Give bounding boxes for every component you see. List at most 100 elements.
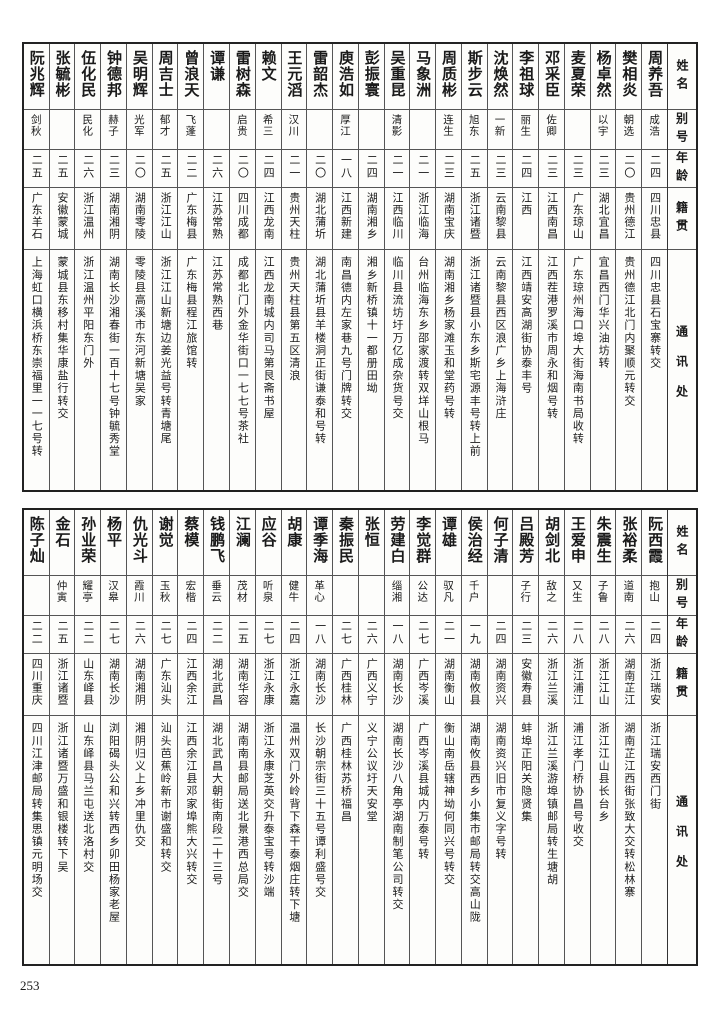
person-alias: 郁才 — [152, 110, 178, 150]
person-age: 二八 — [590, 616, 616, 654]
person-address: 零陵县高溪市东河新塘吴家 — [133, 256, 147, 408]
person-origin: 湖南湘乡 — [358, 188, 384, 250]
person-age: 二七 — [410, 616, 436, 654]
person-origin: 贵州德江 — [616, 188, 642, 250]
person-alias: 抱山 — [642, 576, 667, 616]
person-origin: 江西新建 — [333, 188, 358, 250]
person-name: 仇光斗 — [126, 510, 152, 576]
person-name: 谭谦 — [204, 44, 229, 110]
person-address: 江西茬港罗溪市周永和烟号转 — [545, 256, 559, 420]
person-record: 应谷 听泉 二七 浙江永康 浙江永康芝英交升泰宝号转沙端 — [254, 510, 281, 964]
person-record: 麦夏荣 二三 广东琼山 广东琼州海口埠大街海南书局收转 — [563, 44, 590, 490]
person-age: 二一 — [384, 150, 410, 188]
person-record: 周养吾 成浩 二四 四川忠县 四川忠县石宝寨转交 — [641, 44, 667, 490]
person-origin: 浙江永嘉 — [281, 654, 307, 716]
person-name: 谭季海 — [307, 510, 333, 576]
person-address: 江苏常熟西巷 — [210, 256, 224, 332]
person-name: 钱鹏飞 — [204, 510, 229, 576]
person-name: 吕殿芳 — [513, 510, 539, 576]
person-alias — [358, 576, 384, 616]
person-age: 二三 — [590, 150, 616, 188]
person-origin: 浙江永康 — [255, 654, 281, 716]
person-name: 杨卓然 — [590, 44, 616, 110]
header-column: 姓名 别号 年龄 籍贯 通讯处 — [667, 510, 696, 964]
person-record: 张恒 二六 广西义宁 义宁公议圩天安堂 — [357, 510, 384, 964]
person-address: 广东琼州海口埠大街海南书局收转 — [571, 256, 585, 445]
person-alias: 飞蓬 — [178, 110, 204, 150]
person-record: 劳建白 缁湘 一八 湖南长沙 湖南长沙八角亭湖南制笔公司转交 — [383, 510, 410, 964]
person-origin: 浙江兰溪 — [539, 654, 564, 716]
person-address: 浙江诸暨县小东乡斯宅源丰号转上前 — [468, 256, 482, 458]
person-age: 二一 — [281, 150, 307, 188]
person-address: 成都北门外金华街口一七七号茶社 — [236, 256, 250, 445]
person-record: 王元滔 汉川 二一 贵州天柱 贵州天柱县第五区清浪 — [280, 44, 307, 490]
person-age: 二六 — [616, 616, 642, 654]
person-alias: 宏楷 — [178, 576, 204, 616]
person-record: 谭季海 革心 一八 湖南长沙 长沙朝宗街三十五号谭利盛号交 — [306, 510, 333, 964]
person-age: 一八 — [307, 616, 333, 654]
person-origin: 江西临川 — [384, 188, 410, 250]
header-name: 姓名 — [668, 510, 696, 576]
header-age: 年龄 — [668, 616, 696, 654]
person-address: 浙江诸暨万盛和银楼转下吴 — [56, 722, 70, 874]
person-name: 周吉士 — [152, 44, 178, 110]
person-address: 湖南长沙八角亭湖南制笔公司转交 — [390, 722, 404, 911]
person-origin: 湖南资兴 — [487, 654, 513, 716]
person-alias: 垂云 — [204, 576, 229, 616]
person-alias: 缁湘 — [384, 576, 410, 616]
person-name: 斯步云 — [461, 44, 487, 110]
person-origin: 江西余江 — [178, 654, 204, 716]
header-alias: 别号 — [668, 576, 696, 616]
person-age: 二四 — [513, 150, 539, 188]
person-address: 云南黎县西区浪广乡上海浒庄 — [494, 256, 508, 420]
person-address: 湖南南县邮局送北景港西总局交 — [236, 722, 250, 899]
person-origin: 湖南华容 — [229, 654, 255, 716]
person-origin: 湖南零陵 — [126, 188, 152, 250]
person-name: 谭雄 — [436, 510, 461, 576]
person-origin: 浙江江山 — [590, 654, 616, 716]
person-alias: 道南 — [616, 576, 642, 616]
person-origin: 湖北宜昌 — [590, 188, 616, 250]
person-age: 一八 — [333, 150, 358, 188]
person-name: 劳建白 — [384, 510, 410, 576]
person-alias — [49, 110, 75, 150]
person-name: 秦振民 — [333, 510, 358, 576]
person-alias: 公达 — [410, 576, 436, 616]
person-alias: 茂材 — [229, 576, 255, 616]
person-name: 李觉群 — [410, 510, 436, 576]
person-record: 阮西霞 抱山 二四 浙江瑞安 浙江瑞安西门街 — [641, 510, 667, 964]
person-record: 何子清 二四 湖南资兴 湖南资兴旧市复义字号转 — [486, 510, 513, 964]
person-name: 阮兆辉 — [23, 44, 49, 110]
person-age: 二五 — [229, 616, 255, 654]
person-alias: 光军 — [126, 110, 152, 150]
person-name: 樊相炎 — [616, 44, 642, 110]
person-address: 义宁公议圩天安堂 — [365, 722, 379, 823]
person-alias: 汉川 — [281, 110, 307, 150]
person-record: 朱震生 子鲁 二八 浙江江山 浙江江山县长台乡 — [589, 510, 616, 964]
person-alias: 驭凡 — [436, 576, 461, 616]
person-origin: 浙江临海 — [410, 188, 436, 250]
person-age: 二三 — [436, 150, 461, 188]
header-address: 通讯处 — [674, 325, 689, 415]
person-origin: 浙江浦江 — [564, 654, 590, 716]
person-name: 张毓彬 — [49, 44, 75, 110]
person-origin: 浙江江山 — [152, 188, 178, 250]
person-age: 二三 — [487, 150, 513, 188]
person-alias — [358, 110, 384, 150]
person-alias: 启贵 — [229, 110, 255, 150]
person-alias — [487, 576, 513, 616]
person-origin: 安徽寿县 — [513, 654, 539, 716]
person-address: 四川江津邮局转集思镇元明场交 — [30, 722, 44, 899]
person-name: 雷韶杰 — [307, 44, 333, 110]
person-age: 二四 — [642, 616, 667, 654]
person-address: 蚌埠正阳关隐贤集 — [519, 722, 533, 823]
person-address: 台州临海东乡邵家渡转双垟山根马 — [416, 256, 430, 445]
person-address: 汕头芭蕉岭新市谢盛和转交 — [159, 722, 173, 874]
person-origin: 湖北蒲圻 — [307, 188, 333, 250]
person-address: 广西岑溪县城内万泰号转 — [416, 722, 430, 861]
person-origin: 浙江温州 — [75, 188, 101, 250]
person-name: 朱震生 — [590, 510, 616, 576]
person-record: 阮兆辉 剑秋 二五 广东羊石 上海虹口横浜桥东崇福里一一七号转 — [23, 44, 49, 490]
person-address: 四川忠县石宝寨转交 — [648, 256, 662, 370]
person-name: 金石 — [49, 510, 75, 576]
